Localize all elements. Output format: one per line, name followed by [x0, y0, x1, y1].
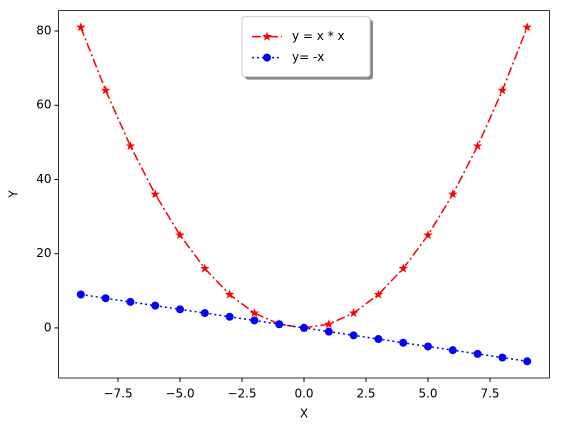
- x-tick-label: 2.5: [356, 387, 375, 401]
- legend-label: y= -x: [292, 50, 324, 64]
- marker: [224, 289, 235, 299]
- marker: [200, 309, 209, 318]
- y-axis-label: Y: [7, 190, 21, 199]
- marker: [497, 85, 508, 95]
- marker: [399, 338, 408, 347]
- marker: [522, 22, 532, 32]
- marker: [150, 189, 160, 199]
- marker: [249, 308, 260, 318]
- marker: [175, 230, 185, 240]
- y-tick-label: 80: [36, 24, 51, 38]
- marker: [472, 141, 483, 151]
- y-tick-label: 0: [44, 320, 52, 334]
- marker: [176, 305, 185, 314]
- marker: [76, 22, 86, 32]
- x-tick-label: 0.0: [294, 387, 313, 401]
- legend: [241, 16, 371, 78]
- y-tick-label: 20: [36, 246, 51, 260]
- legend-marker: [262, 31, 272, 41]
- y-tick-label: 40: [36, 172, 51, 186]
- marker: [349, 331, 358, 340]
- marker: [423, 342, 432, 351]
- marker: [151, 301, 160, 310]
- x-axis-label: X: [300, 407, 308, 421]
- x-tick-label: 5.0: [418, 387, 437, 401]
- legend-label: y = x * x: [292, 29, 345, 43]
- marker: [373, 289, 384, 299]
- marker: [125, 141, 136, 151]
- x-tick-label: −5.0: [165, 387, 194, 401]
- marker: [498, 353, 507, 362]
- marker: [473, 349, 482, 358]
- marker: [101, 294, 110, 303]
- marker: [448, 346, 457, 355]
- marker: [200, 263, 210, 273]
- marker: [398, 263, 408, 273]
- marker: [100, 85, 111, 95]
- axes-frame: [58, 10, 550, 379]
- marker: [76, 290, 85, 299]
- marker: [423, 230, 433, 240]
- legend-marker: [263, 53, 271, 62]
- marker: [374, 335, 383, 344]
- marker: [225, 312, 234, 321]
- y-tick-label: 60: [36, 98, 51, 112]
- marker: [448, 189, 458, 199]
- marker: [523, 357, 532, 366]
- marker: [324, 319, 334, 329]
- x-tick-label: 7.5: [480, 387, 499, 401]
- marker: [126, 297, 135, 306]
- marker: [348, 308, 359, 318]
- marker: [324, 327, 333, 336]
- marker: [250, 316, 259, 325]
- x-tick-label: −2.5: [227, 387, 256, 401]
- marker: [300, 323, 308, 332]
- marker: [275, 320, 284, 329]
- x-tick-label: −7.5: [103, 387, 132, 401]
